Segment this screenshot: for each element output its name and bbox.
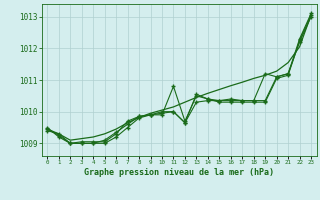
X-axis label: Graphe pression niveau de la mer (hPa): Graphe pression niveau de la mer (hPa): [84, 168, 274, 177]
